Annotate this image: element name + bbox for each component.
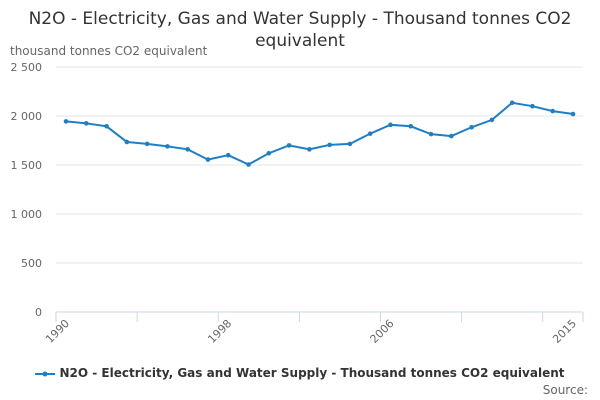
data-point (570, 111, 576, 117)
data-point (144, 141, 150, 147)
source-label: Source: (542, 383, 588, 397)
data-point (286, 143, 292, 148)
x-tick-label: 2015 (550, 317, 579, 346)
data-point (185, 147, 190, 152)
x-tick-label: 2006 (368, 317, 397, 346)
y-tick-label: 2 500 (11, 61, 43, 74)
y-tick-label: 1 000 (11, 208, 43, 221)
y-tick-label: 500 (21, 257, 42, 270)
data-point (307, 147, 312, 152)
data-point (327, 142, 332, 148)
data-point (388, 122, 393, 128)
x-tick-label: 1998 (205, 317, 234, 346)
legend-swatch (35, 371, 56, 376)
y-tick-label: 0 (35, 306, 42, 319)
data-point (449, 133, 454, 139)
data-point (205, 157, 211, 162)
x-tick-label: 1990 (43, 317, 72, 346)
data-point (124, 139, 130, 145)
data-point (489, 117, 495, 123)
data-point (367, 131, 373, 136)
data-point (469, 124, 474, 130)
data-point (165, 144, 170, 149)
data-point (550, 108, 556, 114)
series-line (65, 101, 574, 166)
data-point (246, 162, 251, 167)
data-point (428, 131, 434, 137)
y-tick-label: 1 500 (11, 159, 43, 172)
chart-title: N2O - Electricity, Gas and Water Supply … (28, 9, 572, 51)
legend-item[interactable]: N2O - Electricity, Gas and Water Supply … (0, 366, 600, 380)
data-point (225, 152, 231, 158)
legend-label: N2O - Electricity, Gas and Water Supply … (59, 366, 565, 380)
data-point (266, 150, 272, 156)
data-point (63, 119, 69, 124)
data-point (408, 123, 414, 129)
data-point (83, 121, 89, 126)
y-tick-label: 2 000 (11, 110, 43, 123)
y-axis-label: thousand tonnes CO2 equivalent (10, 44, 208, 58)
data-point (530, 103, 535, 109)
data-point (347, 141, 353, 147)
data-point (104, 123, 109, 129)
data-point (509, 100, 515, 106)
